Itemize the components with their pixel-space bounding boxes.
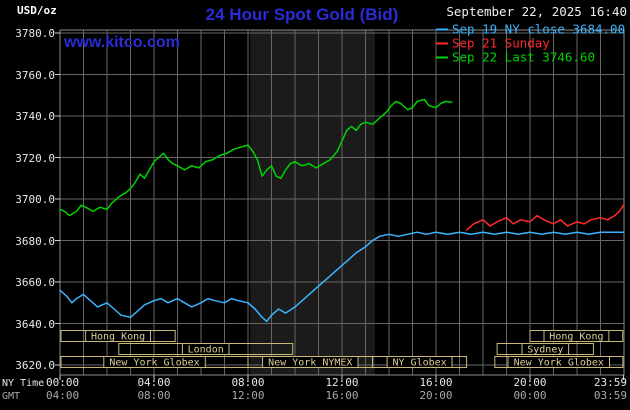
session-label: Sydney bbox=[527, 345, 563, 356]
y-tick-label: 3680.0 bbox=[15, 235, 55, 248]
session-label-box bbox=[543, 330, 610, 342]
x-tick-label-gmt: 00:00 bbox=[513, 389, 546, 402]
axis-ticks bbox=[55, 32, 624, 380]
session-label: NY Globex bbox=[393, 358, 447, 369]
datetime-label: September 22, 2025 16:40 bbox=[446, 4, 627, 19]
x-tick-label-gmt: 12:00 bbox=[231, 389, 264, 402]
x-tick-label-ny: 00:00 bbox=[46, 376, 79, 389]
y-tick-label: 3740.0 bbox=[15, 110, 55, 123]
legend: Sep 19 NY close 3684.00 Sep 21 Sunday Se… bbox=[436, 22, 625, 65]
y-tick-label: 3640.0 bbox=[15, 318, 55, 331]
session-label-box bbox=[507, 356, 610, 368]
series-line bbox=[465, 204, 625, 231]
x-tick-label-ny: 04:00 bbox=[137, 376, 170, 389]
session-label: New York Globex bbox=[514, 358, 604, 369]
x-tick-label-gmt: 16:00 bbox=[325, 389, 358, 402]
session-label-box bbox=[103, 356, 206, 368]
x-tick-label-gmt: 03:59 bbox=[594, 389, 627, 402]
y-tick-label: 3620.0 bbox=[15, 359, 55, 372]
x-tick-label-gmt: 04:00 bbox=[46, 389, 79, 402]
ny-row-label: NY Time bbox=[2, 378, 44, 389]
session-label-box bbox=[181, 343, 230, 355]
x-tick-label-gmt: 20:00 bbox=[419, 389, 452, 402]
session-label-box bbox=[85, 330, 151, 342]
y-tick-label: 3700.0 bbox=[15, 193, 55, 206]
session-label: Hong Kong bbox=[549, 332, 603, 343]
session-label-box bbox=[262, 356, 359, 368]
x-tick-label-ny: 23:59 bbox=[594, 376, 627, 389]
session-label-box bbox=[386, 356, 453, 368]
nymex-floor-band bbox=[250, 30, 375, 375]
y-tick-label: 3760.0 bbox=[15, 69, 55, 82]
x-tick-label-gmt: 08:00 bbox=[137, 389, 170, 402]
nymex-band-rect bbox=[250, 30, 375, 375]
x-tick-label-ny: 08:00 bbox=[231, 376, 264, 389]
session-label: London bbox=[188, 345, 224, 356]
session-bars: Hong Kong Hong Kong London Sydney New York G… bbox=[60, 330, 624, 369]
chart-title: 24 Hour Spot Gold (Bid) bbox=[206, 5, 399, 24]
legend-label-sep19: Sep 19 NY close 3684.00 bbox=[452, 22, 625, 37]
legend-label-sep21: Sep 21 Sunday bbox=[452, 36, 550, 51]
series-line bbox=[59, 231, 625, 323]
gmt-row-label: GMT bbox=[2, 391, 20, 402]
series-line bbox=[59, 98, 453, 217]
y-tick-label: 3660.0 bbox=[15, 276, 55, 289]
x-tick-label-ny: 12:00 bbox=[325, 376, 358, 389]
units-label: USD/oz bbox=[17, 4, 57, 17]
y-axis-labels: 3780.0 3760.0 3740.0 3720.0 3700.0 3680.… bbox=[15, 27, 55, 372]
grid-lines bbox=[60, 30, 624, 375]
session-label: New York Globex bbox=[109, 358, 199, 369]
y-tick-label: 3780.0 bbox=[15, 27, 55, 40]
x-axis-gmt-labels: GMT 04:00 08:00 12:00 16:00 20:00 00:00 … bbox=[2, 389, 627, 402]
session-label-box bbox=[521, 343, 570, 355]
x-tick-label-ny: 16:00 bbox=[419, 376, 452, 389]
x-axis-ny-labels: NY Time 00:00 04:00 08:00 12:00 16:00 20… bbox=[2, 376, 627, 389]
kitco-watermark: www.kitco.com bbox=[63, 34, 180, 51]
session-label: Hong Kong bbox=[91, 332, 145, 343]
x-tick-label-ny: 20:00 bbox=[513, 376, 546, 389]
series-lines bbox=[59, 98, 625, 323]
y-tick-label: 3720.0 bbox=[15, 152, 55, 165]
session-label: New York NYMEX bbox=[268, 358, 352, 369]
legend-label-sep22: Sep 22 Last 3746.60 bbox=[452, 50, 595, 65]
